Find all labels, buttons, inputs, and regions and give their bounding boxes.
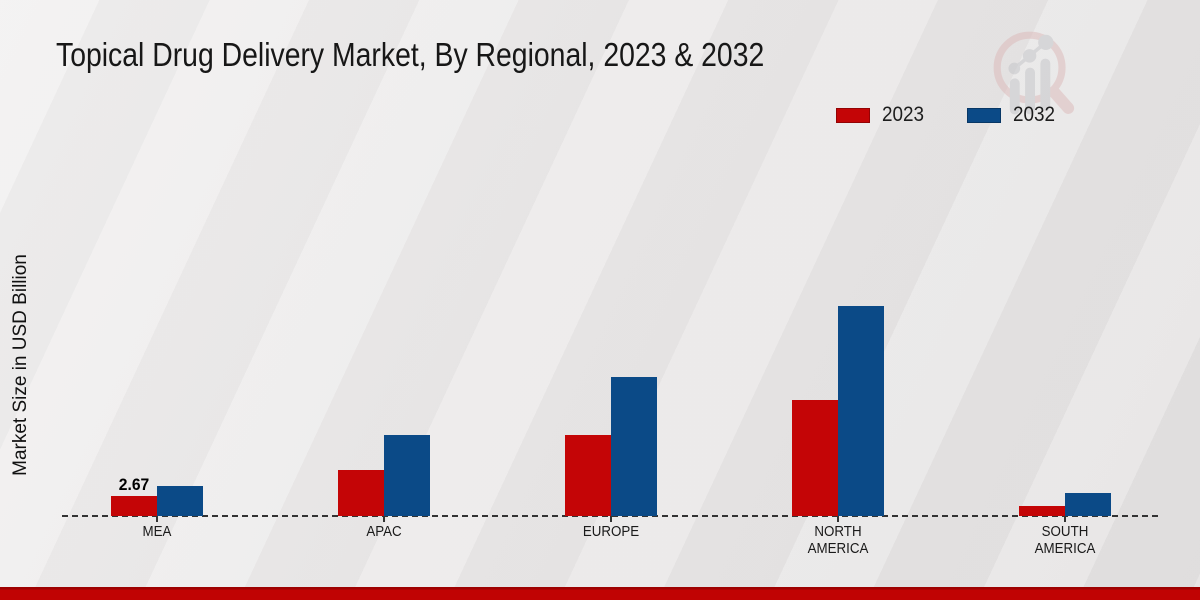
bar-2023-north-america (791, 400, 838, 516)
bar-2032-europe (610, 377, 657, 516)
x-axis-category-label: MEA (142, 524, 171, 540)
bar-2032-north-america (837, 306, 884, 516)
bar-2023-europe (564, 435, 611, 516)
bar-2023-apac (337, 470, 384, 516)
legend-item-2032: 2032 (966, 103, 1060, 127)
bar-2023-south-america (1018, 506, 1065, 516)
x-axis-tick (836, 516, 839, 522)
bar-data-label: 2.67 (118, 475, 149, 494)
legend-swatch-2023 (836, 107, 870, 123)
x-axis-tick (382, 516, 385, 522)
bar-2032-mea (156, 486, 203, 516)
x-axis-category-label: APAC (365, 524, 402, 540)
footer-accent-bar (0, 587, 1200, 600)
legend-label-2032: 2032 (1012, 103, 1055, 126)
bar-2032-south-america (1064, 493, 1111, 516)
bar-2032-apac (383, 435, 430, 516)
x-axis-tick (609, 516, 612, 522)
x-axis-category-label: SOUTH AMERICA (1034, 524, 1095, 557)
x-axis-tick (1063, 516, 1066, 522)
x-axis-category-label: EUROPE (582, 524, 639, 540)
legend-label-2023: 2023 (882, 103, 925, 126)
x-axis-tick (155, 516, 158, 522)
legend: 2023 2032 (836, 103, 1055, 127)
x-axis-category-label: NORTH AMERICA (807, 524, 868, 557)
legend-swatch-2032 (966, 107, 1001, 123)
legend-item-2023: 2023 (836, 103, 929, 127)
magnifier-growth-chart-logo-icon (993, 31, 1075, 115)
chart-title: Topical Drug Delivery Market, By Regiona… (56, 36, 765, 73)
bar-2023-mea (110, 496, 157, 516)
